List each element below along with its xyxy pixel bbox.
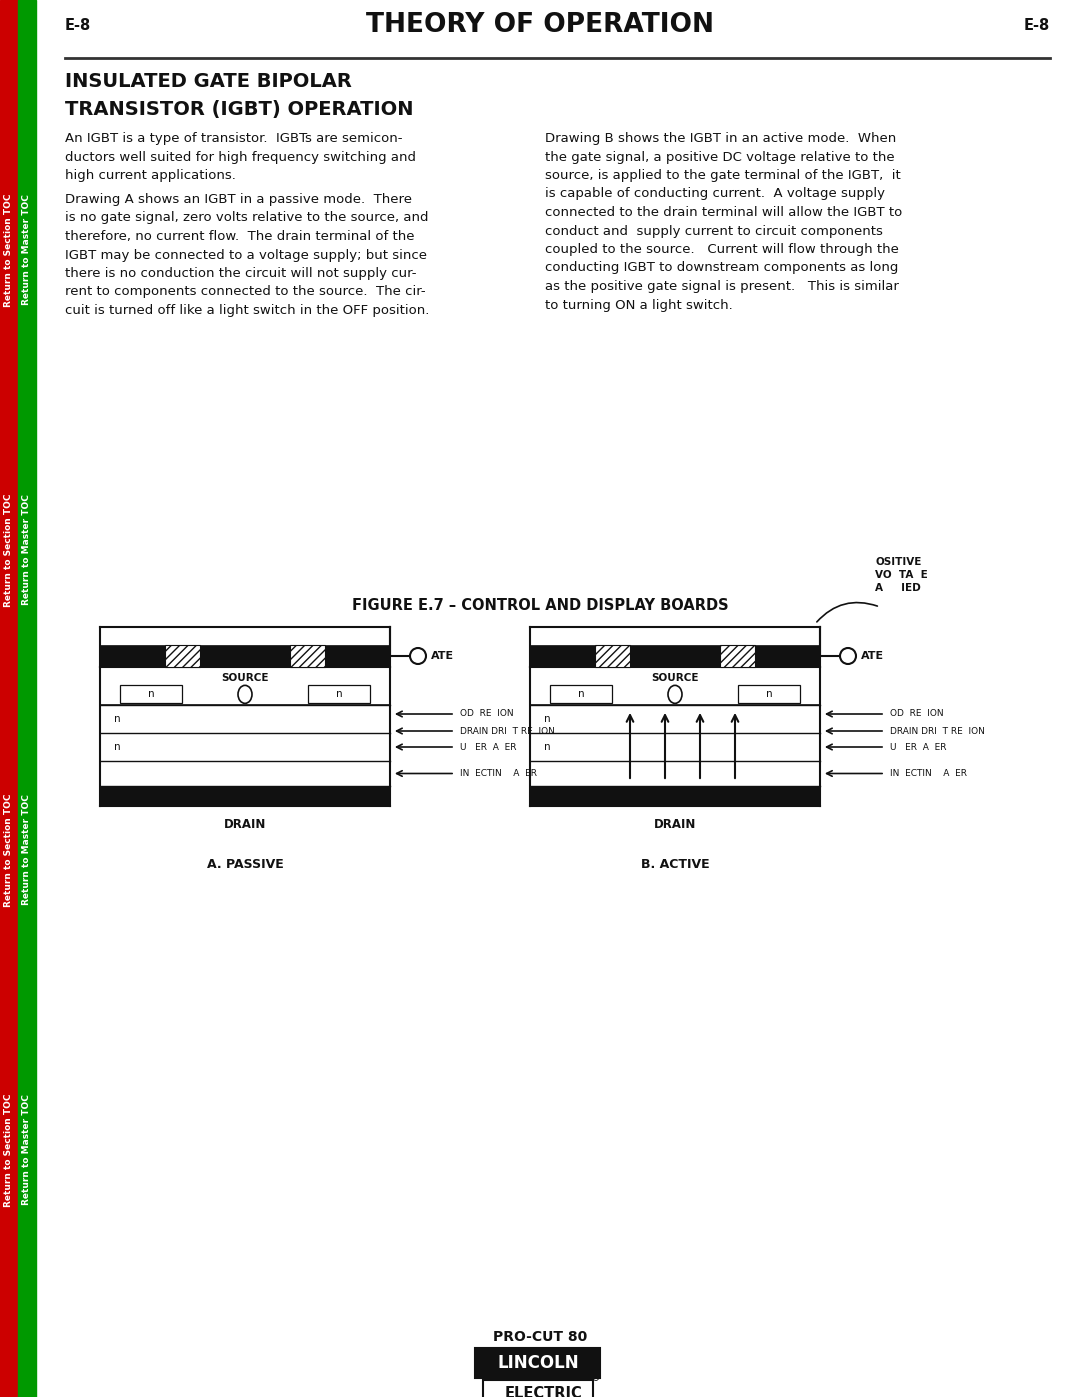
Bar xyxy=(755,645,820,666)
Text: LINCOLN: LINCOLN xyxy=(497,1354,579,1372)
Text: SOURCE: SOURCE xyxy=(651,673,699,683)
Text: Return to Master TOC: Return to Master TOC xyxy=(23,194,31,306)
Text: THEORY OF OPERATION: THEORY OF OPERATION xyxy=(366,13,714,38)
Text: n: n xyxy=(766,689,772,698)
Text: Return to Section TOC: Return to Section TOC xyxy=(4,193,14,307)
Text: n: n xyxy=(544,714,551,724)
Text: Return to Section TOC: Return to Section TOC xyxy=(4,793,14,907)
Text: OD  RE  ION: OD RE ION xyxy=(890,710,944,718)
Text: IN  ECTIN    A  ER: IN ECTIN A ER xyxy=(890,768,967,778)
Text: DRAIN: DRAIN xyxy=(224,819,266,831)
Text: DRAIN DRI  T RE  ION: DRAIN DRI T RE ION xyxy=(890,726,985,735)
Text: Return to Section TOC: Return to Section TOC xyxy=(4,1094,14,1207)
Bar xyxy=(291,645,325,666)
Text: A. PASSIVE: A. PASSIVE xyxy=(206,858,283,870)
Text: Return to Section TOC: Return to Section TOC xyxy=(4,493,14,606)
Ellipse shape xyxy=(669,686,681,703)
Text: TRANSISTOR (IGBT) OPERATION: TRANSISTOR (IGBT) OPERATION xyxy=(65,101,414,119)
Text: n: n xyxy=(336,689,342,698)
Bar xyxy=(530,787,820,806)
Text: DRAIN DRI  T RE  ION: DRAIN DRI T RE ION xyxy=(460,726,555,735)
Bar xyxy=(720,645,755,666)
Bar xyxy=(630,645,720,666)
Circle shape xyxy=(840,648,856,664)
Text: Return to Master TOC: Return to Master TOC xyxy=(23,1095,31,1206)
Text: n: n xyxy=(114,742,121,752)
Text: n: n xyxy=(578,689,584,698)
Bar xyxy=(200,645,291,666)
Text: OSITIVE
VO  TA  E
A     IED: OSITIVE VO TA E A IED xyxy=(875,557,928,592)
Bar xyxy=(550,685,612,703)
Text: E-8: E-8 xyxy=(1024,18,1050,34)
Bar xyxy=(738,685,800,703)
Text: U   ER  A  ER: U ER A ER xyxy=(890,742,946,752)
Text: DRAIN: DRAIN xyxy=(653,819,697,831)
Text: Drawing A shows an IGBT in a passive mode.  There
is no gate signal, zero volts : Drawing A shows an IGBT in a passive mod… xyxy=(65,193,430,317)
Text: U   ER  A  ER: U ER A ER xyxy=(460,742,516,752)
Bar xyxy=(475,1348,600,1377)
Bar xyxy=(0,0,18,1397)
Text: ATE: ATE xyxy=(861,651,885,661)
Bar xyxy=(100,666,390,705)
Bar xyxy=(483,1380,593,1397)
Bar xyxy=(18,0,36,1397)
Text: An IGBT is a type of transistor.  IGBTs are semicon-
ductors well suited for hig: An IGBT is a type of transistor. IGBTs a… xyxy=(65,131,416,182)
Circle shape xyxy=(410,648,426,664)
Bar xyxy=(595,645,630,666)
Text: n: n xyxy=(114,714,121,724)
Text: ATE: ATE xyxy=(431,651,454,661)
Bar xyxy=(325,645,390,666)
Text: PRO-CUT 80: PRO-CUT 80 xyxy=(492,1330,588,1344)
Bar xyxy=(530,666,820,705)
Text: Drawing B shows the IGBT in an active mode.  When
the gate signal, a positive DC: Drawing B shows the IGBT in an active mo… xyxy=(545,131,902,312)
FancyArrowPatch shape xyxy=(816,602,877,622)
Text: ®: ® xyxy=(591,1373,600,1383)
Bar xyxy=(120,685,183,703)
Text: B. ACTIVE: B. ACTIVE xyxy=(640,858,710,870)
Text: n: n xyxy=(148,689,154,698)
Text: FIGURE E.7 – CONTROL AND DISPLAY BOARDS: FIGURE E.7 – CONTROL AND DISPLAY BOARDS xyxy=(352,598,728,613)
Bar xyxy=(165,645,200,666)
Text: E-8: E-8 xyxy=(65,18,91,34)
Text: Return to Master TOC: Return to Master TOC xyxy=(23,795,31,905)
Text: ELECTRIC: ELECTRIC xyxy=(504,1386,582,1397)
Bar xyxy=(100,787,390,806)
Bar xyxy=(530,645,595,666)
Text: IN  ECTIN    A  ER: IN ECTIN A ER xyxy=(460,768,537,778)
Text: OD  RE  ION: OD RE ION xyxy=(460,710,514,718)
Text: n: n xyxy=(544,742,551,752)
Bar xyxy=(308,685,370,703)
Text: Return to Master TOC: Return to Master TOC xyxy=(23,495,31,605)
Bar xyxy=(100,645,165,666)
Text: SOURCE: SOURCE xyxy=(221,673,269,683)
Text: INSULATED GATE BIPOLAR: INSULATED GATE BIPOLAR xyxy=(65,73,352,91)
Ellipse shape xyxy=(238,686,252,703)
